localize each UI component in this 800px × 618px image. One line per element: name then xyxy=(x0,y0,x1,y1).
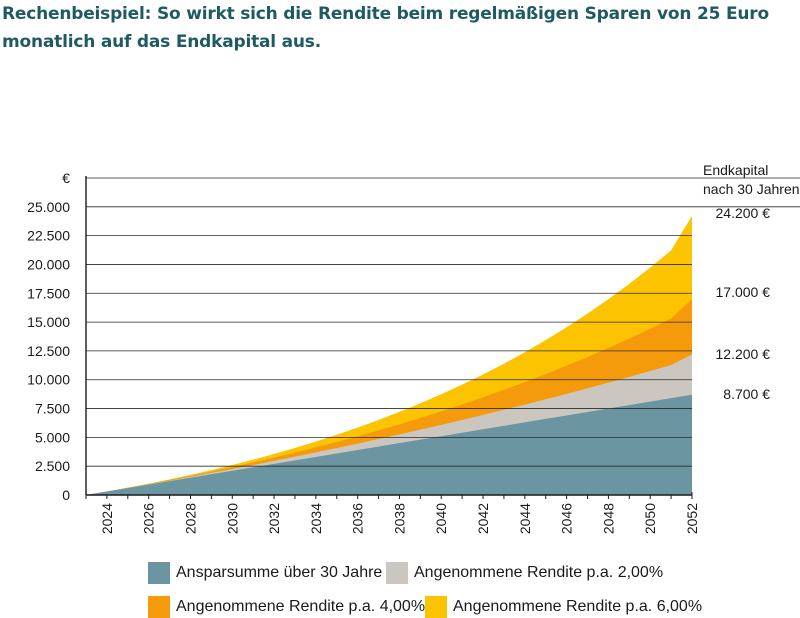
y-tick-label: 2.500 xyxy=(35,458,70,474)
legend-item-rendite-2: Angenommene Rendite p.a. 2,00% xyxy=(386,562,663,584)
y-tick-label: 20.000 xyxy=(27,256,70,272)
y-tick-label: 0 xyxy=(62,487,70,503)
legend-label: Angenommene Rendite p.a. 2,00% xyxy=(414,564,664,581)
x-tick-label: 2030 xyxy=(224,503,240,534)
end-value-label: 8.700 € xyxy=(723,386,770,402)
y-tick-label: 22.500 xyxy=(27,228,70,244)
end-value-label: 24.200 € xyxy=(716,205,771,221)
legend-swatch xyxy=(386,562,408,584)
x-tick-label: 2032 xyxy=(266,503,282,534)
x-tick-label: 2042 xyxy=(475,503,491,534)
area-series-ansparsumme xyxy=(86,394,692,495)
legend-swatch xyxy=(148,562,170,584)
x-tick-label: 2028 xyxy=(182,503,198,534)
x-tick-label: 2048 xyxy=(600,503,616,534)
y-tick-label: 12.500 xyxy=(27,343,70,359)
x-tick-label: 2046 xyxy=(559,503,575,534)
legend-label: Angenommene Rendite p.a. 6,00% xyxy=(453,598,703,615)
legend-swatch xyxy=(148,596,170,618)
chart-title: Rechenbeispiel: So wirkt sich die Rendit… xyxy=(2,4,769,52)
x-tick-label: 2044 xyxy=(517,503,533,534)
x-tick-label: 2034 xyxy=(308,503,324,534)
legend-label: Ansparsumme über 30 Jahre xyxy=(176,564,383,581)
end-value-label: 17.000 € xyxy=(716,284,771,300)
y-axis-unit-label: € xyxy=(62,170,70,186)
y-tick-label: 25.000 xyxy=(27,199,70,215)
x-tick-label: 2026 xyxy=(141,503,157,534)
legend-swatch xyxy=(425,596,447,618)
y-tick-label: 15.000 xyxy=(27,314,70,330)
x-tick-label: 2024 xyxy=(99,503,115,534)
x-tick-label: 2040 xyxy=(433,503,449,534)
x-tick-label: 2050 xyxy=(642,503,658,534)
legend-item-rendite-4: Angenommene Rendite p.a. 4,00% xyxy=(148,596,425,618)
x-tick-label: 2036 xyxy=(350,503,366,534)
y-tick-label: 5.000 xyxy=(35,429,70,445)
legend-item-rendite-6: Angenommene Rendite p.a. 6,00% xyxy=(425,596,702,618)
y-tick-label: 10.000 xyxy=(27,372,70,388)
x-tick-label: 2052 xyxy=(684,503,700,534)
legend-item-ansparsumme: Ansparsumme über 30 Jahre xyxy=(148,562,382,584)
y-tick-label: 17.500 xyxy=(27,285,70,301)
x-tick-label: 2038 xyxy=(391,503,407,534)
end-label-header: Endkapital xyxy=(703,162,768,178)
y-tick-label: 7.500 xyxy=(35,401,70,417)
legend-label: Angenommene Rendite p.a. 4,00% xyxy=(176,598,426,615)
end-label-header: nach 30 Jahren xyxy=(703,181,800,197)
end-value-label: 12.200 € xyxy=(716,346,771,362)
